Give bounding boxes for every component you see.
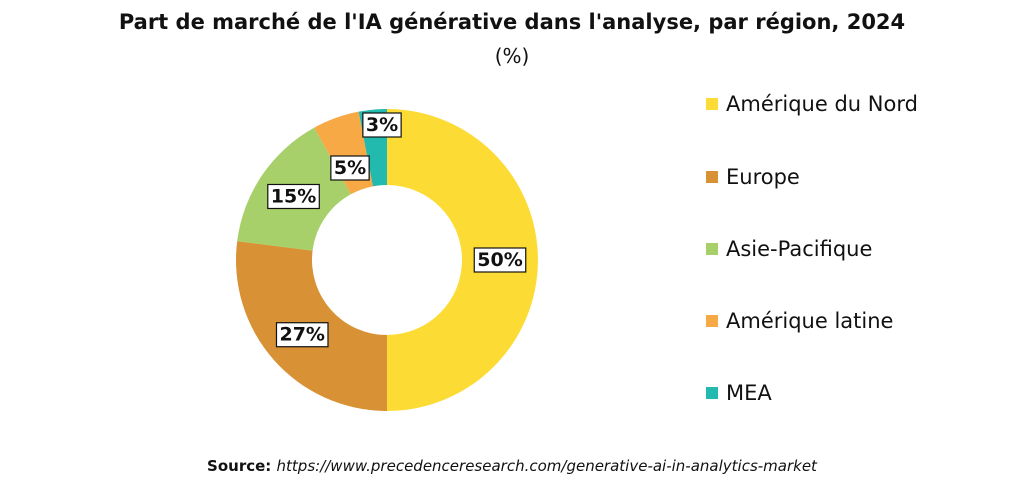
- legend-label: Amérique du Nord: [726, 92, 918, 116]
- legend-swatch: [706, 387, 718, 399]
- legend-swatch: [706, 243, 718, 255]
- svg-text:15%: 15%: [271, 185, 316, 207]
- source-url: https://www.precedenceresearch.com/gener…: [276, 457, 817, 475]
- data-label-mea: 3%: [362, 112, 402, 138]
- legend-item-mea: MEA: [706, 381, 772, 405]
- legend-swatch: [706, 171, 718, 183]
- data-label-amerique-du-nord: 50%: [473, 247, 527, 273]
- legend-label: MEA: [726, 381, 772, 405]
- legend-swatch: [706, 98, 718, 110]
- svg-text:3%: 3%: [366, 114, 398, 136]
- legend-label: Asie-Pacifique: [726, 237, 873, 261]
- data-label-europe: 27%: [275, 322, 329, 348]
- source-prefix: Source:: [207, 457, 277, 475]
- data-label-asie-pacifique: 15%: [267, 183, 320, 210]
- legend-item-amerique-du-nord: Amérique du Nord: [706, 92, 918, 116]
- svg-text:50%: 50%: [477, 249, 522, 271]
- source-note: Source: https://www.precedenceresearch.c…: [0, 457, 1024, 475]
- legend-item-europe: Europe: [706, 165, 800, 189]
- legend-label: Amérique latine: [726, 309, 894, 333]
- legend-swatch: [706, 315, 718, 327]
- chart-subtitle: (%): [494, 44, 530, 68]
- svg-text:27%: 27%: [279, 324, 324, 346]
- svg-text:5%: 5%: [334, 157, 366, 179]
- data-label-amerique-latine: 5%: [330, 155, 370, 181]
- legend-item-amerique-latine: Amérique latine: [706, 309, 893, 333]
- slice-amerique-du-nord: [387, 109, 538, 411]
- legend-label: Europe: [726, 165, 800, 189]
- legend-item-asie-pacifique: Asie-Pacifique: [706, 237, 872, 261]
- chart-title: Part de marché de l'IA générative dans l…: [118, 10, 906, 34]
